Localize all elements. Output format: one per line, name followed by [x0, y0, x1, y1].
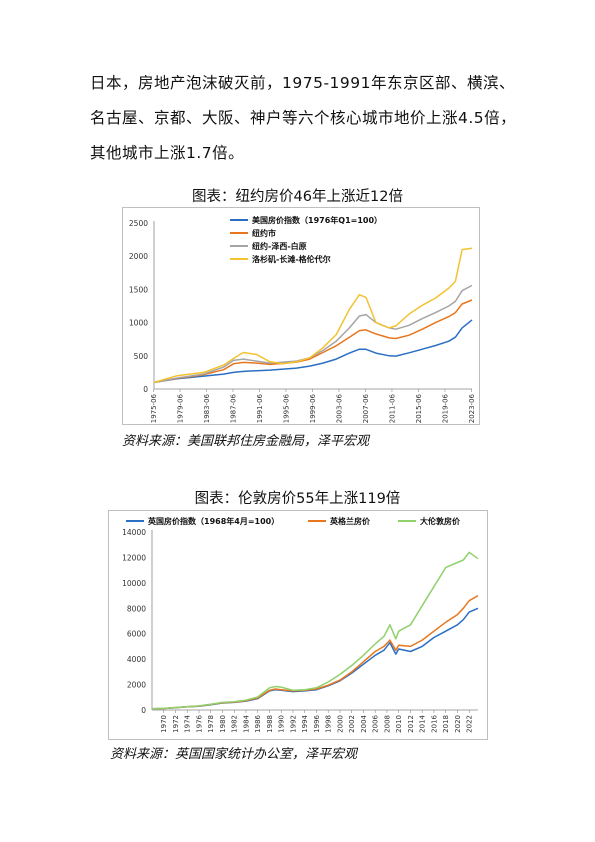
x-tick-label: 2006: [372, 714, 380, 732]
y-tick-label: 2000: [129, 252, 148, 261]
x-tick-label: 2002: [348, 715, 356, 733]
y-tick-label: 1500: [129, 285, 148, 294]
chart1-title: 图表：纽约房价46年上涨近12倍: [192, 189, 403, 205]
x-tick-label: 2008: [383, 715, 391, 733]
x-tick-label: 1976: [195, 714, 203, 732]
x-tick-label: 2012: [407, 715, 415, 733]
x-tick-label: 2022: [466, 715, 474, 733]
x-tick-label: 2003-06: [335, 393, 343, 423]
x-tick-label: 2004: [360, 714, 368, 732]
legend-label: 英国房价指数（1968年4月=100）: [147, 516, 279, 526]
x-tick-label: 1995-06: [282, 393, 290, 423]
body-paragraph: 日本，房地产泡沫破灭前，1975-1991年东京区部、横滨、名古屋、京都、大阪、…: [90, 74, 517, 162]
y-tick-label: 12000: [122, 553, 146, 562]
series-line: [153, 319, 473, 384]
x-tick-label: 1972: [172, 715, 180, 733]
x-tick-label: 2023-06: [468, 393, 476, 423]
legend-label: 美国房价指数（1976年Q1=100）: [252, 215, 382, 225]
chart-frame: [122, 207, 480, 425]
x-tick-label: 2007-06: [362, 393, 370, 423]
x-tick-label: 1990: [278, 715, 286, 733]
y-tick-label: 6000: [127, 630, 146, 639]
chart-frame: [108, 510, 488, 740]
x-tick-label: 1979-06: [176, 393, 184, 423]
x-tick-label: 1992: [289, 715, 297, 733]
x-tick-label: 2000: [336, 715, 344, 733]
y-tick-label: 14000: [122, 528, 146, 537]
chart1-source: 资料来源：美国联邦住房金融局，泽平宏观: [122, 434, 370, 449]
x-tick-label: 1988: [266, 715, 274, 733]
chart2-title: 图表：伦敦房价55年上涨119倍: [194, 491, 401, 507]
x-tick-label: 2016: [430, 714, 438, 732]
legend-label: 纽约市: [252, 228, 276, 238]
x-tick-label: 1994: [301, 714, 309, 732]
x-tick-label: 1983-06: [203, 393, 211, 423]
legend-label: 英格兰房价: [329, 516, 371, 526]
x-tick-label: 1999-06: [309, 393, 317, 423]
chart1-nyc-house-price: 0 500 1000 1500 2000 2500 1975-06 1979-06 1983-0…: [122, 207, 480, 425]
x-tick-label: 1984: [242, 714, 250, 732]
y-tick-label: 0: [143, 385, 148, 394]
y-tick-label: 8000: [127, 604, 146, 613]
x-tick-label: 1970: [160, 715, 168, 733]
y-tick-label: 500: [134, 352, 149, 361]
x-tick-label: 1987-06: [229, 393, 237, 423]
legend-label: 洛杉矶-长滩-格伦代尔: [252, 254, 331, 264]
x-tick-label: 1991-06: [256, 393, 264, 423]
legend-label: 纽约-泽西-白原: [252, 241, 307, 251]
chart2-london-house-price: 0 2000 4000 6000 8000 10000 12000 14000 1970 1972…: [108, 510, 488, 740]
legend-label: 大伦敦房价: [420, 516, 461, 526]
x-tick-label: 2019-06: [441, 393, 449, 423]
x-tick-label: 1975-06: [150, 393, 158, 423]
series-line: [153, 247, 473, 384]
series-line: [153, 284, 473, 384]
y-tick-label: 0: [141, 706, 146, 715]
y-tick-label: 2500: [129, 219, 148, 228]
chart2-source: 资料来源：英国国家统计办公室，泽平宏观: [110, 747, 358, 762]
x-tick-label: 1986: [254, 714, 262, 732]
x-tick-label: 2010: [395, 715, 403, 733]
series-line: [153, 299, 473, 384]
x-tick-label: 1982: [231, 715, 239, 733]
y-tick-label: 10000: [122, 579, 146, 588]
x-tick-label: 1980: [219, 715, 227, 733]
series-line: [151, 594, 479, 710]
x-tick-label: 2014: [419, 714, 427, 732]
x-tick-label: 2015-06: [415, 393, 423, 423]
y-tick-label: 2000: [127, 681, 146, 690]
x-tick-label: 2018: [442, 715, 450, 733]
x-tick-label: 1996: [313, 714, 321, 732]
x-tick-label: 1978: [207, 715, 215, 733]
series-line: [151, 607, 479, 710]
x-tick-label: 1974: [184, 714, 192, 732]
x-tick-label: 2020: [454, 715, 462, 733]
x-tick-label: 1998: [325, 715, 333, 733]
series-line: [151, 551, 479, 710]
y-tick-label: 4000: [127, 655, 146, 664]
y-tick-label: 1000: [129, 319, 148, 328]
x-tick-label: 2011-06: [388, 393, 396, 423]
